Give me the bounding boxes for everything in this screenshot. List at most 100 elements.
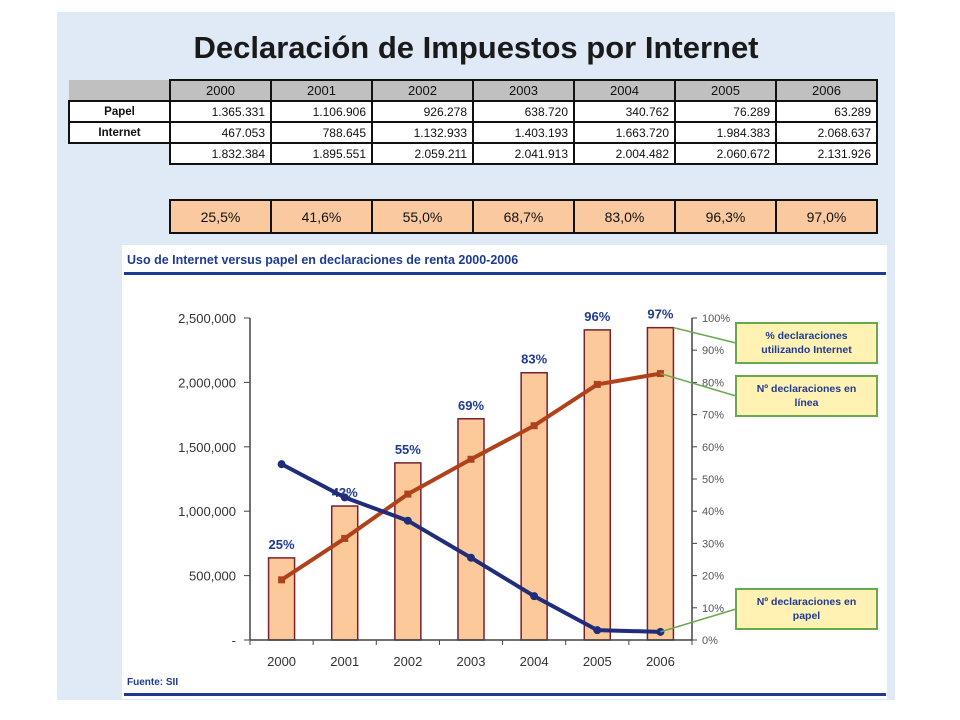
year-header: 2004 bbox=[573, 79, 676, 102]
bar-label: 97% bbox=[647, 307, 673, 322]
bar-label: 55% bbox=[395, 442, 421, 457]
table-cell: 2.059.211 bbox=[371, 142, 474, 165]
x-tick-label: 2006 bbox=[646, 654, 675, 669]
percentage-cell: 55,0% bbox=[371, 199, 474, 234]
left-tick-label: 2,500,000 bbox=[178, 311, 236, 326]
bar bbox=[583, 329, 612, 641]
right-tick-label: 0% bbox=[702, 635, 718, 647]
callout-leader bbox=[673, 326, 737, 344]
bar-label: 83% bbox=[521, 352, 547, 367]
table-cell: 1.832.384 bbox=[169, 142, 272, 165]
paper-marker bbox=[467, 553, 475, 562]
x-tick-label: 2003 bbox=[457, 654, 486, 669]
bottom-rule bbox=[124, 693, 886, 696]
slide: Declaración de Impuestos por Internet 20… bbox=[57, 12, 895, 700]
left-tick-label: 1,000,000 bbox=[178, 504, 236, 519]
callout-online bbox=[735, 375, 878, 417]
callout-text: línea bbox=[795, 397, 819, 409]
paper-marker bbox=[277, 460, 286, 469]
callout-paper bbox=[735, 588, 878, 630]
online-marker bbox=[341, 534, 349, 542]
bar bbox=[457, 418, 485, 641]
paper-marker bbox=[593, 626, 602, 635]
x-tick-label: 2001 bbox=[330, 654, 359, 669]
year-header: 2000 bbox=[169, 79, 272, 102]
right-tick-label: 100% bbox=[702, 313, 730, 325]
table-cell: 638.720 bbox=[472, 100, 575, 123]
left-tick-label: - bbox=[232, 633, 236, 648]
right-tick-label: 40% bbox=[702, 506, 724, 518]
table-cell: 2.060.672 bbox=[674, 142, 777, 165]
table-header-row: 2000 2001 2002 2003 2004 2005 2006 bbox=[69, 79, 878, 102]
bar bbox=[267, 557, 296, 641]
table-corner bbox=[69, 80, 170, 101]
right-tick-label: 80% bbox=[702, 377, 724, 389]
callout-text: papel bbox=[793, 610, 821, 622]
table-cell: 340.762 bbox=[573, 100, 676, 123]
table-cell: 2.131.926 bbox=[775, 142, 878, 165]
page-title: Declaración de Impuestos por Internet bbox=[193, 30, 759, 65]
online-marker bbox=[593, 380, 601, 388]
bar bbox=[646, 326, 675, 641]
table-cell: 2.041.913 bbox=[472, 142, 575, 165]
callout-leader bbox=[660, 608, 737, 633]
combo-chart: 25%42%55%69%83%96% 97%-500,0001,000,0001,… bbox=[178, 307, 878, 669]
row-label-internet: Internet bbox=[68, 121, 171, 144]
right-tick-label: 30% bbox=[702, 538, 724, 550]
row-label-papel: Papel bbox=[68, 100, 171, 123]
row-label-total bbox=[69, 143, 170, 164]
table-cell: 1.132.933 bbox=[371, 121, 474, 144]
x-tick-label: 2002 bbox=[393, 654, 422, 669]
right-tick-label: 60% bbox=[702, 442, 724, 454]
year-header: 2005 bbox=[674, 79, 777, 102]
bar bbox=[330, 505, 359, 641]
chart-title: Uso de Internet versus papel en declarac… bbox=[127, 253, 519, 267]
left-tick-label: 1,500,000 bbox=[178, 440, 236, 455]
x-tick-label: 2000 bbox=[267, 654, 296, 669]
percentage-table: 25,5% 41,6% 55,0% 68,7% 83,0% 96,3% 97,0… bbox=[169, 199, 878, 234]
right-tick-label: 90% bbox=[702, 345, 724, 357]
table-row-total: 1.832.384 1.895.551 2.059.211 2.041.913 … bbox=[69, 142, 878, 165]
paper-marker bbox=[403, 516, 412, 525]
table-cell: 1.663.720 bbox=[573, 121, 676, 144]
right-tick-label: 20% bbox=[702, 571, 724, 583]
chart-panel: Uso de Internet versus papel en declarac… bbox=[122, 245, 887, 699]
online-marker bbox=[467, 455, 475, 463]
left-tick-label: 500,000 bbox=[189, 569, 236, 584]
table-cell: 1.895.551 bbox=[270, 142, 373, 165]
table-cell: 76.289 bbox=[674, 100, 777, 123]
table-cell: 63.289 bbox=[775, 100, 878, 123]
right-tick-label: 50% bbox=[702, 474, 724, 486]
right-tick-label: 70% bbox=[702, 410, 724, 422]
percentage-row: 25,5% 41,6% 55,0% 68,7% 83,0% 96,3% 97,0… bbox=[169, 199, 878, 234]
table-row-papel: Papel 1.365.331 1.106.906 926.278 638.72… bbox=[68, 100, 878, 123]
year-header: 2006 bbox=[775, 79, 878, 102]
callout-text: utilizando Internet bbox=[761, 344, 852, 356]
chart-source: Fuente: SII bbox=[127, 677, 179, 688]
right-tick-label: 10% bbox=[702, 603, 724, 615]
paper-marker bbox=[340, 493, 349, 502]
bar-label: 69% bbox=[458, 398, 484, 413]
x-tick-label: 2004 bbox=[520, 654, 549, 669]
online-marker bbox=[530, 422, 538, 430]
table-cell: 1.365.331 bbox=[169, 100, 272, 123]
table-cell: 788.645 bbox=[270, 121, 373, 144]
online-marker bbox=[278, 576, 286, 584]
online-marker bbox=[404, 490, 412, 498]
table-cell: 1.106.906 bbox=[270, 100, 373, 123]
data-table: 2000 2001 2002 2003 2004 2005 2006 Papel… bbox=[68, 79, 878, 165]
callout-text: Nº declaraciones en bbox=[757, 596, 857, 608]
callout-percent-internet bbox=[735, 322, 878, 364]
percentage-cell: 68,7% bbox=[472, 199, 575, 234]
year-header: 2001 bbox=[270, 79, 373, 102]
table-row-internet: Internet 467.053 788.645 1.132.933 1.403… bbox=[68, 121, 878, 144]
table-cell: 926.278 bbox=[371, 100, 474, 123]
callout-text: % declaraciones bbox=[765, 330, 847, 342]
percentage-cell: 83,0% bbox=[573, 199, 676, 234]
percentage-cell: 96,3% bbox=[674, 199, 777, 234]
percentage-cell: 41,6% bbox=[270, 199, 373, 234]
callout-leader bbox=[660, 372, 737, 397]
percentage-cell: 25,5% bbox=[169, 199, 272, 234]
title-rule bbox=[124, 272, 886, 275]
percentage-cell: 97,0% bbox=[775, 199, 878, 234]
